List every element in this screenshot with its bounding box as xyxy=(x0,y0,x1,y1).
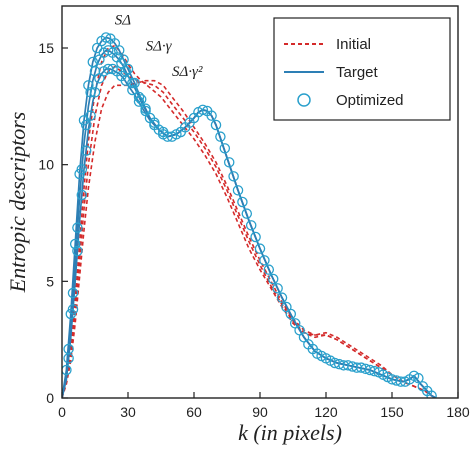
x-axis-title: k (in pixels) xyxy=(238,420,342,445)
data-point xyxy=(245,220,257,231)
legend: Initial Target Optimized xyxy=(273,17,451,121)
data-point xyxy=(122,63,134,75)
y-tick-label: 15 xyxy=(38,40,54,56)
legend-box xyxy=(273,17,451,121)
data-point xyxy=(215,131,226,142)
data-point xyxy=(85,110,96,121)
data-point xyxy=(140,105,151,117)
curve-labels: SΔ SΔ·γ SΔ·γ² xyxy=(115,13,203,80)
data-point xyxy=(272,283,283,294)
data-point xyxy=(113,45,125,56)
data-point xyxy=(127,84,138,96)
data-point xyxy=(377,369,389,380)
data-point xyxy=(289,318,301,329)
legend-label: Optimized xyxy=(336,92,404,109)
legend-item-optimized: Optimized xyxy=(297,92,404,109)
data-point xyxy=(316,350,327,362)
data-point xyxy=(175,126,187,138)
data-point xyxy=(325,355,336,366)
legend-label: Target xyxy=(336,64,379,81)
data-point xyxy=(157,126,169,138)
data-point xyxy=(307,343,319,355)
data-point xyxy=(237,196,248,208)
y-tick-label: 10 xyxy=(38,157,54,173)
legend-label: Initial xyxy=(336,36,371,53)
y-axis-title: Entropic descriptors xyxy=(5,112,30,294)
data-point xyxy=(184,117,195,128)
data-point xyxy=(413,372,424,384)
data-point xyxy=(281,301,292,313)
data-point xyxy=(67,304,79,315)
series-initial-line-3 xyxy=(62,79,437,398)
data-point xyxy=(67,287,79,299)
series-optimized-markers-7 xyxy=(62,32,437,398)
data-point xyxy=(259,255,270,266)
data-point xyxy=(267,273,279,285)
data-point xyxy=(116,57,127,69)
series-initial-line-1 xyxy=(62,44,437,398)
data-point xyxy=(149,117,160,128)
data-point xyxy=(210,119,222,131)
x-tick-label: 30 xyxy=(120,404,136,420)
legend-marker xyxy=(297,93,311,107)
data-point xyxy=(421,385,433,397)
plot-area xyxy=(62,32,437,398)
data-point xyxy=(89,87,101,98)
data-point xyxy=(223,157,235,168)
curve-label-2: SΔ·γ xyxy=(146,38,173,54)
data-point xyxy=(76,189,88,201)
series-target-line-6 xyxy=(62,68,437,398)
data-point xyxy=(133,91,145,103)
x-tick-label: 150 xyxy=(380,404,404,420)
x-tick-label: 90 xyxy=(252,404,268,420)
data-point xyxy=(83,80,94,91)
data-point xyxy=(120,75,132,86)
series-optimized-markers-9 xyxy=(63,63,169,364)
data-point xyxy=(72,222,83,233)
data-point xyxy=(166,131,178,142)
legend-item-target: Target xyxy=(284,64,379,81)
curve-label-1: SΔ xyxy=(115,13,132,29)
data-point xyxy=(127,77,138,89)
data-point xyxy=(232,185,244,196)
data-point xyxy=(228,171,239,182)
data-point xyxy=(80,119,92,131)
legend-item-initial: Initial xyxy=(284,36,371,53)
y-tick-label: 0 xyxy=(46,390,54,406)
curve-label-3: SΔ·γ² xyxy=(172,64,203,80)
data-point xyxy=(76,164,88,175)
x-tick-label: 120 xyxy=(314,404,338,420)
data-point xyxy=(80,145,92,156)
data-point xyxy=(100,32,112,43)
data-point xyxy=(369,365,380,377)
data-point xyxy=(263,264,275,275)
data-point xyxy=(72,245,83,257)
data-point xyxy=(201,105,213,117)
x-tick-label: 0 xyxy=(58,404,66,420)
data-point xyxy=(254,243,266,254)
axis-ticks: 0 30 60 90 120 150 180 0 5 10 15 xyxy=(38,40,469,420)
data-point xyxy=(219,143,231,154)
data-point xyxy=(135,94,147,105)
x-tick-label: 180 xyxy=(446,404,470,420)
data-point xyxy=(85,87,96,98)
x-tick-label: 60 xyxy=(186,404,202,420)
data-point xyxy=(69,238,81,250)
data-point xyxy=(250,231,261,243)
series-initial-line-2 xyxy=(62,65,437,398)
data-point xyxy=(298,332,310,343)
data-point xyxy=(133,96,145,107)
data-point xyxy=(276,292,288,303)
y-tick-label: 5 xyxy=(46,273,54,289)
data-point xyxy=(63,353,74,364)
data-point xyxy=(62,364,72,376)
data-point xyxy=(241,208,253,219)
